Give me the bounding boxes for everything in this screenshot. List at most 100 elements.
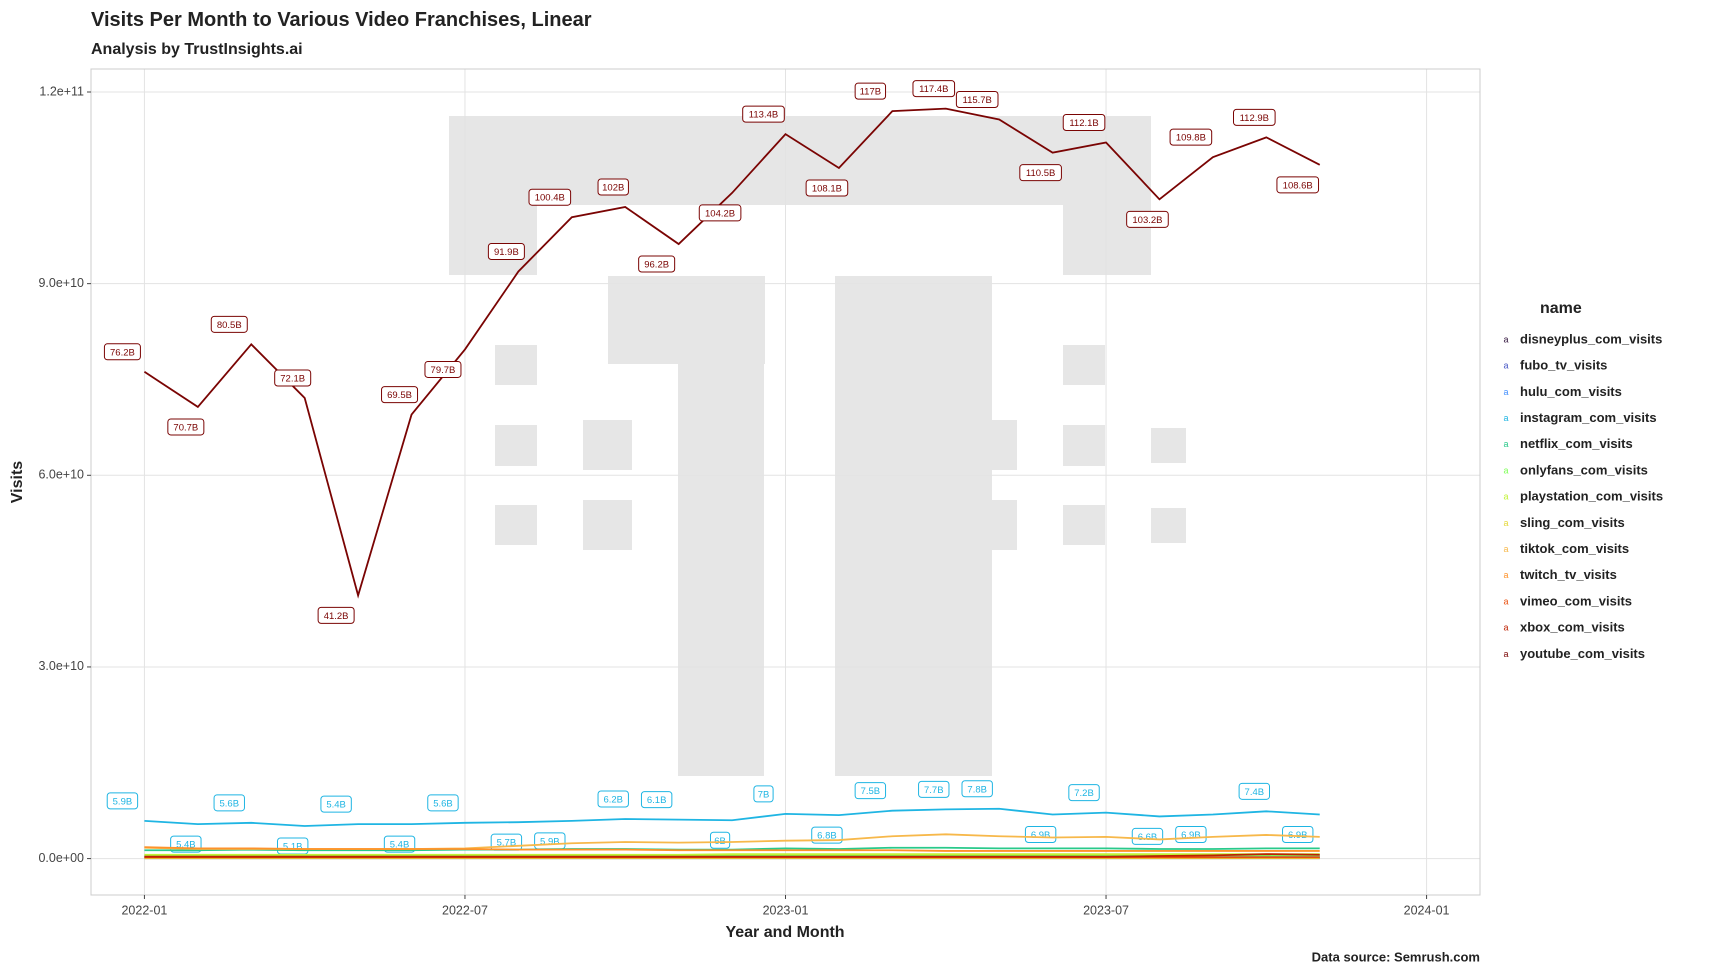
- legend-label: youtube_com_visits: [1520, 646, 1645, 661]
- value-label: 80.5B: [217, 320, 242, 331]
- value-label-box: [742, 105, 785, 123]
- legend-key-glyph: a: [1503, 596, 1508, 606]
- value-label: 109.8B: [1176, 133, 1206, 144]
- value-label-box: [106, 792, 139, 810]
- value-label-box: [918, 780, 950, 798]
- value-label-box: [1126, 210, 1169, 228]
- value-label: 69.5B: [387, 390, 412, 401]
- value-label: 108.1B: [812, 184, 842, 195]
- chart-title: Visits Per Month to Various Video Franch…: [91, 9, 592, 31]
- series-line: [144, 853, 1320, 858]
- legend-label: disneyplus_com_visits: [1520, 331, 1662, 346]
- y-tick-label: 3.0e+10: [38, 659, 84, 673]
- value-label-box: [811, 826, 843, 844]
- value-label-box: [1131, 827, 1164, 845]
- value-label: 110.5B: [1026, 168, 1055, 179]
- y-tick-label: 6.0e+10: [38, 468, 84, 482]
- value-label: 115.7B: [962, 95, 991, 106]
- value-label-box: [698, 204, 742, 222]
- value-label-box: [1282, 826, 1314, 844]
- value-label-box: [213, 794, 245, 812]
- value-label-box: [912, 80, 956, 98]
- value-label: 76.2B: [110, 347, 135, 358]
- value-label: 7.2B: [1074, 788, 1094, 799]
- value-label-box: [317, 606, 355, 624]
- value-label: 112.9B: [1240, 113, 1269, 124]
- series-line: [144, 807, 1320, 827]
- value-label: 5.1B: [283, 842, 303, 853]
- value-label-box: [103, 343, 141, 361]
- value-label-box: [753, 785, 774, 803]
- value-label-box: [1233, 108, 1276, 126]
- x-tick-label: 2022-01: [121, 903, 167, 917]
- value-label: 70.7B: [173, 422, 198, 433]
- value-label: 6.1B: [647, 795, 667, 806]
- value-label: 41.2B: [324, 611, 349, 622]
- value-label: 5.6B: [219, 798, 239, 809]
- value-label: 5.4B: [176, 840, 196, 851]
- legend-label: netflix_com_visits: [1520, 436, 1633, 451]
- value-label-box: [1169, 128, 1213, 146]
- value-label: 104.2B: [705, 208, 735, 219]
- value-label-box: [961, 780, 993, 798]
- value-label-box: [381, 386, 419, 404]
- value-label-box: [274, 369, 312, 387]
- value-label: 96.2B: [644, 260, 669, 271]
- watermark: [449, 116, 1186, 776]
- value-label-box: [597, 790, 629, 808]
- value-label-box: [1276, 176, 1320, 194]
- value-label-box: [528, 188, 572, 206]
- value-label: 5.9B: [540, 836, 560, 847]
- value-label: 117.4B: [919, 84, 948, 95]
- legend-label: tiktok_com_visits: [1520, 541, 1629, 556]
- value-label: 5.7B: [497, 838, 517, 849]
- value-label-box: [487, 243, 525, 261]
- value-label: 72.1B: [280, 374, 305, 385]
- value-label: 91.9B: [494, 247, 519, 258]
- legend-key-glyph: a: [1503, 623, 1508, 633]
- value-label-box: [1068, 784, 1100, 802]
- legend-key-glyph: a: [1503, 334, 1508, 344]
- value-label-box: [1062, 113, 1106, 131]
- value-label: 113.4B: [749, 110, 778, 121]
- value-label: 108.6B: [1283, 180, 1313, 191]
- value-labels: 76.2B 70.7B 80.5B 72.1B 41.2B 69.5B 79.7B 91.9B…: [103, 80, 1320, 624]
- value-label-box: [1238, 782, 1271, 800]
- value-label: 79.7B: [431, 365, 456, 376]
- legend-label: vimeo_com_visits: [1520, 593, 1632, 608]
- value-label: 103.2B: [1132, 215, 1162, 226]
- value-label-box: [854, 782, 887, 800]
- value-label: 5.4B: [390, 840, 410, 851]
- legend-label: xbox_com_visits: [1520, 620, 1625, 635]
- value-label: 5.4B: [326, 800, 346, 811]
- value-label: 6.9B: [1181, 830, 1201, 841]
- legend-label: hulu_com_visits: [1520, 384, 1622, 399]
- value-labels: 5.9B 5.4B 5.6B 5.1B 5.4B 5.4B 5.6B 5.7B 5.9B 6.2B…: [106, 780, 1314, 855]
- grid: [91, 69, 1480, 895]
- value-label: 6.2B: [603, 794, 623, 805]
- legend-key-glyph: a: [1503, 492, 1508, 502]
- y-tick-label: 1.2e+11: [39, 84, 84, 98]
- legend-label: playstation_com_visits: [1520, 489, 1663, 504]
- legend-label: onlyfans_com_visits: [1520, 462, 1648, 477]
- value-label: 7.7B: [924, 785, 944, 796]
- x-tick-label: 2023-07: [1083, 903, 1129, 917]
- value-label-box: [805, 179, 849, 197]
- series-line: [144, 846, 1320, 852]
- value-label: 112.1B: [1069, 118, 1098, 129]
- series-line: [143, 107, 1321, 599]
- value-label-box: [424, 360, 462, 378]
- legend-key-glyph: a: [1503, 518, 1508, 528]
- value-label-box: [955, 90, 999, 108]
- value-label: 7.8B: [967, 784, 987, 795]
- y-tick-label: 9.0e+10: [38, 276, 84, 290]
- value-label-box: [1019, 164, 1062, 182]
- value-label: 7.5B: [861, 786, 881, 797]
- chart-subtitle: Analysis by TrustInsights.ai: [91, 41, 303, 58]
- value-label-box: [1024, 826, 1057, 844]
- legend-key-glyph: a: [1503, 649, 1508, 659]
- value-label-box: [210, 315, 248, 333]
- value-label: 5.6B: [433, 798, 453, 809]
